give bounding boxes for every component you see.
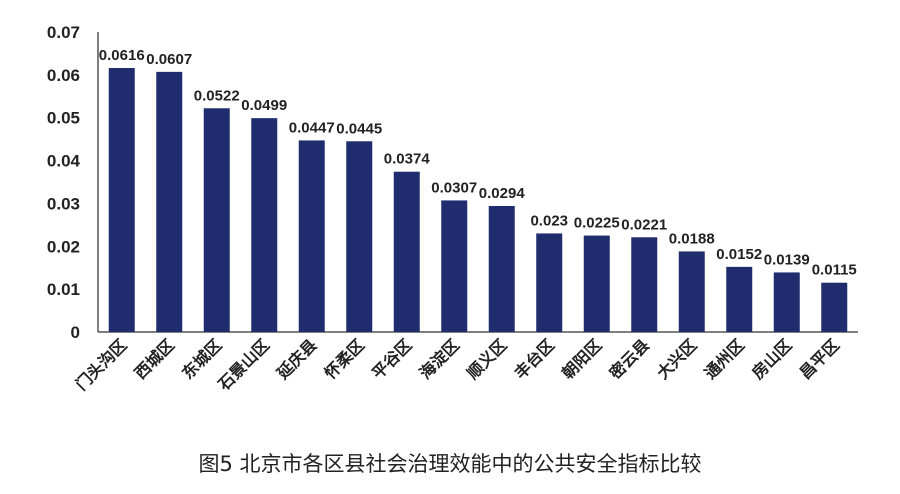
x-tick-label: 朝阳区 (558, 335, 605, 382)
x-tick-label: 丰台区 (511, 335, 558, 382)
x-tick-label: 西城区 (131, 335, 178, 382)
y-tick-label: 0.07 (47, 23, 80, 42)
data-label: 0.0447 (289, 119, 335, 136)
x-tick-label: 密云县 (605, 335, 653, 383)
x-tick-label: 平谷区 (368, 335, 415, 382)
x-tick-label: 延庆县 (272, 335, 320, 383)
data-label: 0.0307 (431, 179, 477, 196)
bar (488, 206, 515, 332)
x-tick-label: 顺义区 (463, 335, 510, 382)
y-tick-label: 0 (71, 323, 80, 342)
y-tick-label: 0.01 (47, 280, 80, 299)
bar (536, 233, 563, 332)
bar (108, 68, 135, 332)
data-label: 0.0522 (194, 87, 240, 104)
bar (298, 140, 325, 332)
data-label: 0.0225 (574, 215, 620, 232)
data-label: 0.0374 (384, 151, 431, 168)
bar (583, 235, 610, 332)
figure-caption: 图5 北京市各区县社会治理效能中的公共安全指标比较 (198, 452, 702, 476)
data-label: 0.023 (530, 212, 568, 229)
y-tick-label: 0.04 (47, 152, 81, 171)
bar (726, 266, 753, 332)
bar (631, 237, 658, 332)
bar (773, 272, 800, 332)
x-tick-label: 石景山区 (214, 335, 273, 394)
bars (108, 68, 848, 333)
y-axis-ticks: 0 0.01 0.02 0.03 0.04 0.05 0.06 0.07 (47, 23, 81, 342)
data-label: 0.0221 (621, 216, 667, 233)
data-label: 0.0294 (479, 185, 526, 202)
bar-chart: 0 0.01 0.02 0.03 0.04 0.05 0.06 0.07 0.0616 0.06… (47, 23, 858, 395)
x-tick-label: 房山区 (748, 335, 795, 382)
y-tick-label: 0.03 (47, 194, 80, 213)
x-tick-label: 大兴区 (653, 335, 700, 382)
data-label: 0.0152 (716, 246, 762, 263)
data-label: 0.0616 (99, 47, 145, 64)
data-label: 0.0115 (812, 262, 857, 279)
x-tick-label: 通州区 (701, 335, 748, 382)
bar (441, 200, 468, 332)
y-tick-label: 0.02 (47, 237, 80, 256)
bar (251, 118, 278, 333)
bar (821, 282, 848, 332)
bar (393, 171, 420, 332)
x-tick-label: 海淀区 (416, 335, 463, 382)
y-tick-label: 0.05 (47, 109, 80, 128)
bar (678, 251, 705, 332)
bar (156, 71, 183, 332)
y-tick-label: 0.06 (47, 66, 80, 85)
x-tick-label: 昌平区 (796, 335, 843, 382)
x-tick-label: 门头沟区 (72, 335, 131, 394)
data-label: 0.0499 (241, 97, 287, 114)
data-label: 0.0607 (146, 51, 192, 68)
bar (203, 108, 230, 333)
bar (346, 141, 373, 332)
data-label: 0.0139 (764, 251, 810, 268)
data-label: 0.0188 (669, 230, 715, 247)
x-tick-label: 怀柔区 (321, 335, 368, 382)
data-label: 0.0445 (336, 120, 382, 137)
